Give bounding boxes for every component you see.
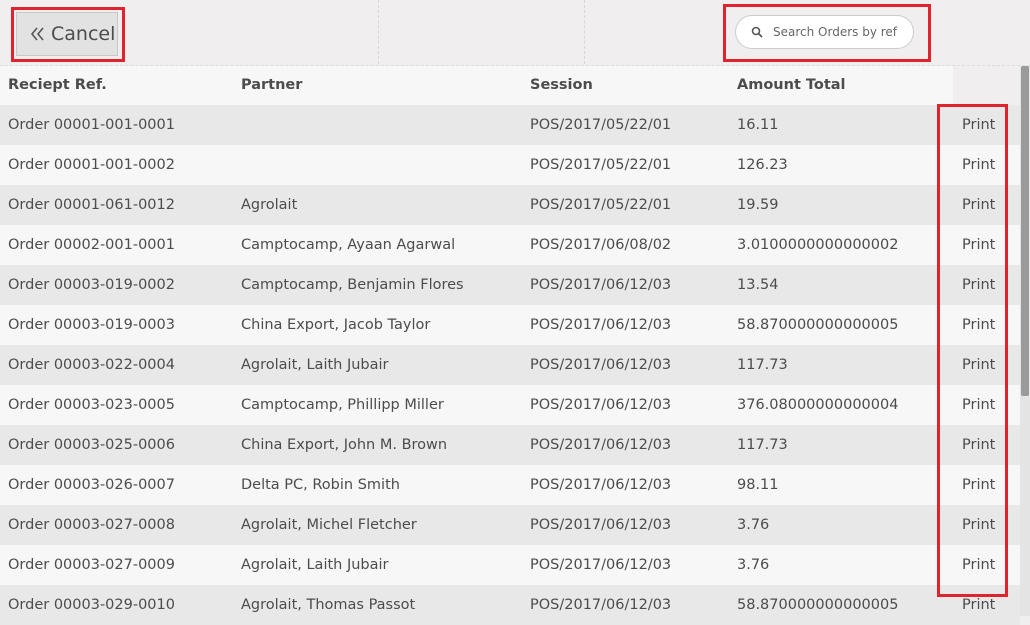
cell: POS/2017/05/22/01 — [530, 117, 672, 133]
header-row: Reciept Ref. Partner Session Amount Total — [0, 66, 953, 105]
separator — [584, 0, 585, 64]
cell: 3.76 — [737, 557, 770, 573]
print-button[interactable]: Print — [962, 397, 996, 413]
search-placeholder: Search Orders by ref — [773, 25, 898, 39]
cell: Order 00002-001-0001 — [8, 237, 175, 253]
cell: Order 00003-019-0003 — [8, 317, 175, 333]
order-row[interactable]: Order 00003-026-0007 Delta PC, Robin Smit… — [0, 465, 1020, 505]
cell: 126.23 — [737, 157, 788, 173]
cell: Order 00001-061-0012 — [8, 197, 175, 213]
cell: Order 00003-019-0002 — [8, 277, 175, 293]
print-button[interactable]: Print — [962, 557, 996, 573]
cell: Agrolait, Michel Fletcher — [241, 517, 417, 533]
cell: 3.0100000000000002 — [737, 237, 899, 253]
cell: 98.11 — [737, 477, 779, 493]
cell: 117.73 — [737, 357, 788, 373]
scrollbar-thumb[interactable] — [1021, 66, 1029, 396]
order-row[interactable]: Order 00003-023-0005 Camptocamp, Phillipp… — [0, 385, 1020, 425]
order-row[interactable]: Order 00003-019-0002 Camptocamp, Benjamin… — [0, 265, 1020, 305]
cell: Agrolait, Thomas Passot — [241, 597, 416, 613]
cell: Order 00003-022-0004 — [8, 357, 175, 373]
cell: Agrolait, Laith Jubair — [241, 357, 389, 373]
cell: POS/2017/06/12/03 — [530, 397, 672, 413]
cell: Order 00001-001-0002 — [8, 157, 175, 173]
print-button[interactable]: Print — [962, 477, 996, 493]
cancel-label: Cancel — [51, 23, 116, 45]
order-row[interactable]: Order 00002-001-0001 Camptocamp, Ayaan Ag… — [0, 225, 1020, 265]
cell: 16.11 — [737, 117, 779, 133]
cell: Order 00003-029-0010 — [8, 597, 175, 613]
cell: 19.59 — [737, 197, 779, 213]
cell: POS/2017/05/22/01 — [530, 157, 672, 173]
print-button[interactable]: Print — [962, 197, 996, 213]
print-button[interactable]: Print — [962, 517, 996, 533]
top-bar: Cancel Search Orders by ref — [0, 0, 1030, 66]
cell: 3.76 — [737, 517, 770, 533]
cell: Agrolait — [241, 197, 298, 213]
cell: POS/2017/06/12/03 — [530, 317, 672, 333]
cell: Order 00003-023-0005 — [8, 397, 175, 413]
print-button[interactable]: Print — [962, 357, 996, 373]
order-row[interactable]: Order 00003-025-0006 China Export, John M… — [0, 425, 1020, 465]
cell: POS/2017/06/08/02 — [530, 237, 672, 253]
cell: POS/2017/06/12/03 — [530, 357, 672, 373]
order-row[interactable]: Order 00001-001-0002 POS/2017/05/22/01 126… — [0, 145, 1020, 185]
cell: Order 00003-027-0009 — [8, 557, 175, 573]
cell: China Export, Jacob Taylor — [241, 317, 431, 333]
cell: POS/2017/06/12/03 — [530, 477, 672, 493]
cell: 13.54 — [737, 277, 779, 293]
cell: Camptocamp, Ayaan Agarwal — [241, 237, 456, 253]
orders-table: Reciept Ref. Partner Session Amount Total Or… — [0, 66, 1020, 625]
cell: China Export, John M. Brown — [241, 437, 448, 453]
print-button[interactable]: Print — [962, 437, 996, 453]
order-row[interactable]: Order 00001-001-0001 POS/2017/05/22/01 16.… — [0, 105, 1020, 145]
print-button[interactable]: Print — [962, 277, 996, 293]
print-button[interactable]: Print — [962, 597, 996, 613]
order-row[interactable]: Order 00003-022-0004 Agrolait, Laith Juba… — [0, 345, 1020, 385]
search-input[interactable]: Search Orders by ref — [735, 15, 914, 49]
cell: POS/2017/06/12/03 — [530, 437, 672, 453]
cell: 58.870000000000005 — [737, 597, 899, 613]
cell: POS/2017/06/12/03 — [530, 557, 672, 573]
order-row[interactable]: Order 00003-027-0009 Agrolait, Laith Juba… — [0, 545, 1020, 585]
cell: 117.73 — [737, 437, 788, 453]
order-row[interactable]: Order 00003-027-0008 Agrolait, Michel Fle… — [0, 505, 1020, 545]
print-button[interactable]: Print — [962, 157, 996, 173]
column-header: Partner — [241, 77, 303, 93]
cancel-button[interactable]: Cancel — [16, 12, 118, 56]
cell: Agrolait, Laith Jubair — [241, 557, 389, 573]
cell: POS/2017/05/22/01 — [530, 197, 672, 213]
print-button[interactable]: Print — [962, 317, 996, 333]
chevron-icon — [30, 27, 44, 41]
cell: 376.08000000000004 — [737, 397, 899, 413]
column-header: Session — [530, 77, 593, 93]
print-button[interactable]: Print — [962, 237, 996, 253]
cell: Order 00003-027-0008 — [8, 517, 175, 533]
order-row[interactable]: Order 00001-061-0012 Agrolait POS/2017/05/… — [0, 185, 1020, 225]
cell: Delta PC, Robin Smith — [241, 477, 400, 493]
cell: Order 00003-025-0006 — [8, 437, 175, 453]
cell: POS/2017/06/12/03 — [530, 597, 672, 613]
column-header: Amount Total — [737, 77, 846, 93]
cell: POS/2017/06/12/03 — [530, 277, 672, 293]
order-row[interactable]: Order 00003-019-0003 China Export, Jacob … — [0, 305, 1020, 345]
order-row[interactable]: Order 00003-029-0010 Agrolait, Thomas Pas… — [0, 585, 1020, 625]
cell: 58.870000000000005 — [737, 317, 899, 333]
print-button[interactable]: Print — [962, 117, 996, 133]
search-icon — [751, 26, 763, 38]
cell: Order 00003-026-0007 — [8, 477, 175, 493]
cell: Camptocamp, Phillipp Miller — [241, 397, 444, 413]
separator — [378, 0, 379, 64]
cell: POS/2017/06/12/03 — [530, 517, 672, 533]
cell: Order 00001-001-0001 — [8, 117, 175, 133]
cell: Camptocamp, Benjamin Flores — [241, 277, 464, 293]
column-header: Reciept Ref. — [8, 77, 107, 93]
